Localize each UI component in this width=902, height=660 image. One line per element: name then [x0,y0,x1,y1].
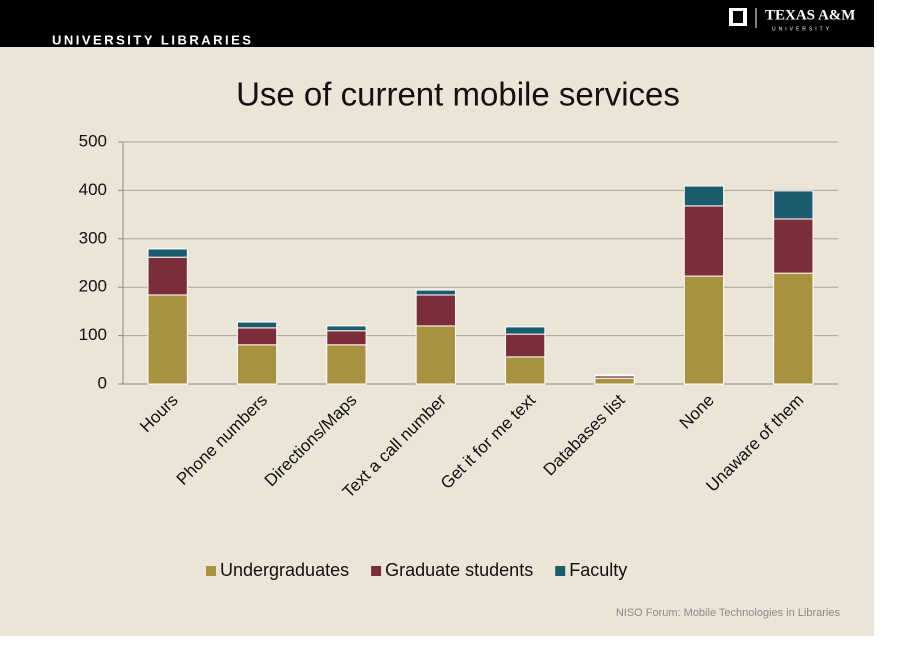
bar-segment [326,330,367,346]
bar-segment [415,325,456,385]
y-tick-label: 400 [79,180,107,199]
legend-swatch [555,566,566,576]
legend-label: Undergraduates [220,560,349,580]
header-banner [0,0,874,47]
bar-segment [147,248,188,258]
bar-segment [773,190,814,220]
bar-segment [236,327,278,346]
bar-segment [326,344,367,385]
chart-title: Use of current mobile services [236,76,680,113]
bar-segment [505,326,546,335]
bar-segment [236,344,278,385]
bar-segment [415,294,456,327]
bar-segment [415,289,456,296]
y-tick-label: 100 [79,325,107,344]
legend-label: Graduate students [385,560,533,580]
legend-swatch [371,566,382,576]
logo-sub: UNIVERSITY [772,26,832,32]
y-tick-label: 500 [79,131,107,150]
logo-mark-inner [733,11,743,23]
y-tick-label: 0 [98,373,107,392]
legend-label: Faculty [569,560,627,580]
bar-segment [683,275,725,385]
y-tick-label: 200 [79,277,107,296]
bar-segment [594,377,635,385]
logo-name: TEXAS A&M [765,7,855,23]
bar-segment [683,205,725,277]
bar-segment [236,321,278,329]
footer: NISO Forum: Mobile Technologies in Libra… [616,607,841,619]
bar-segment [505,356,546,385]
bar-segment [594,374,635,377]
bar-segment [326,325,367,332]
bar-segment [683,185,725,207]
bar-segment [147,256,188,296]
bar-segment [505,333,546,358]
y-tick-label: 300 [79,228,107,247]
legend-swatch [206,566,216,576]
bar-segment [147,294,188,385]
header-org: UNIVERSITY LIBRARIES [52,32,253,47]
bar-segment [773,272,814,385]
bar-segment [773,218,814,274]
